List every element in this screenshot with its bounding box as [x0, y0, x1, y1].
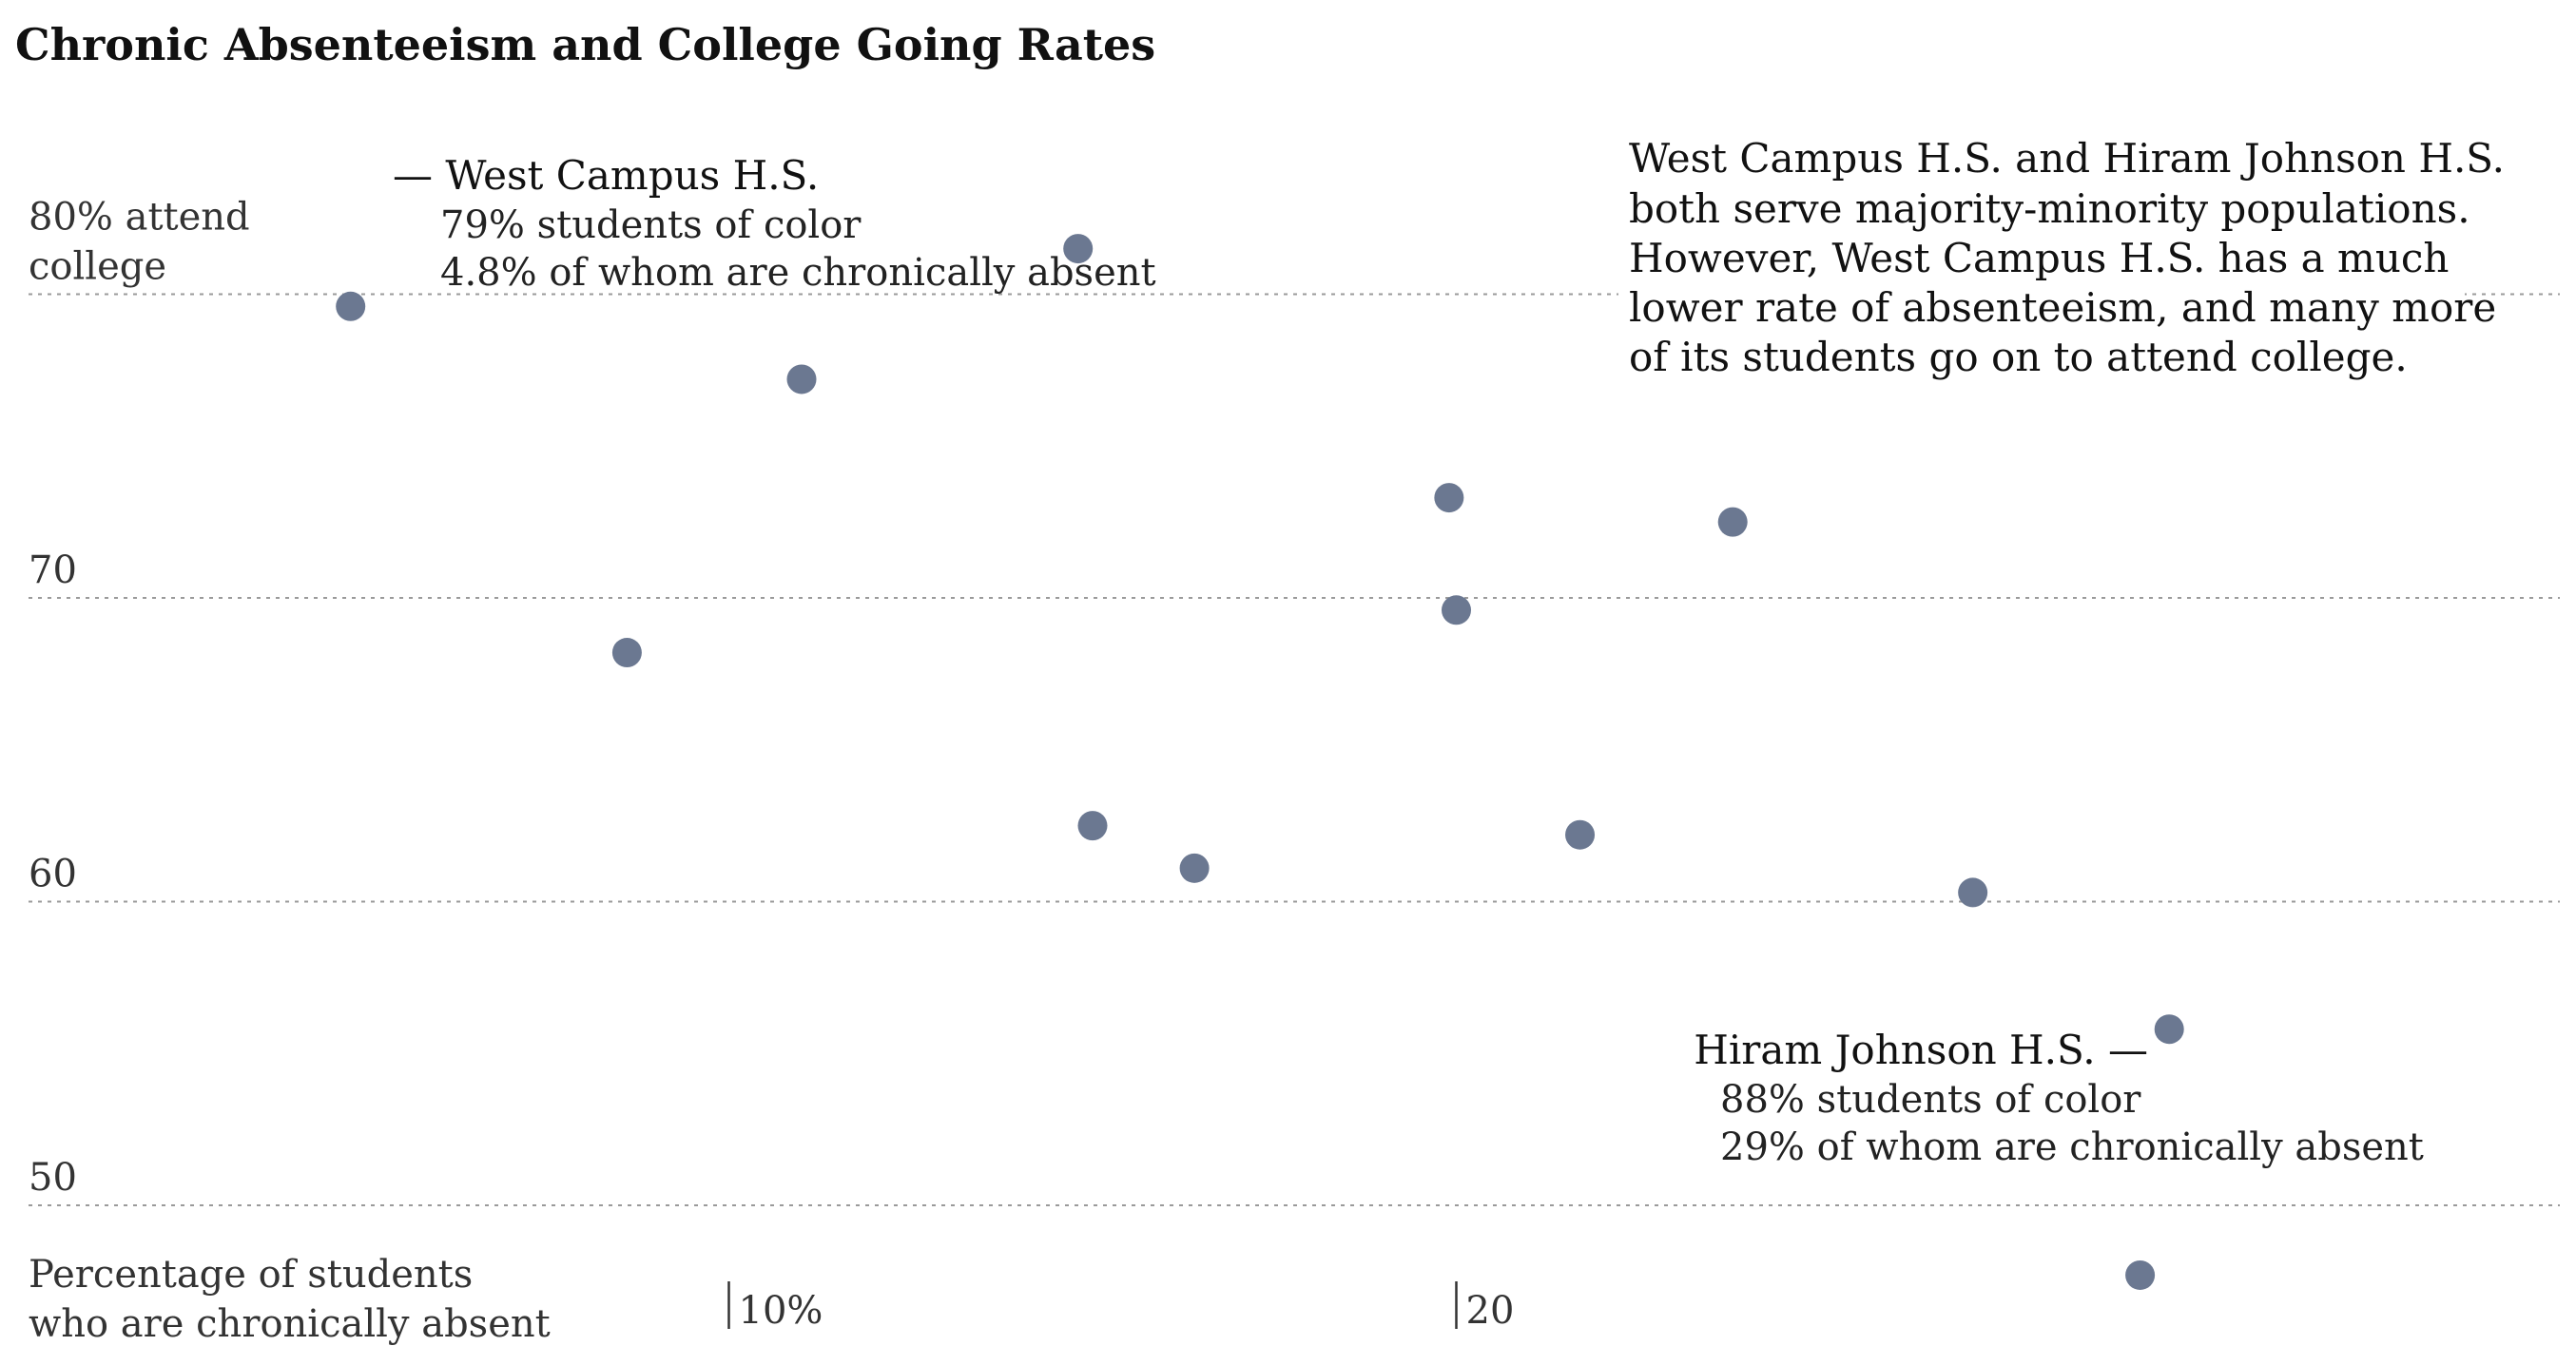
- note-line-5: of its students go on to attend college.: [1629, 334, 2408, 380]
- y-tick-label-60: 60: [29, 853, 77, 896]
- data-point-13: [2125, 1259, 2156, 1290]
- annotation-hiram-johnson: Hiram Johnson H.S. — 88% students of col…: [1694, 1027, 2424, 1169]
- x-axis-label-line-1: Percentage of students: [29, 1253, 473, 1297]
- data-point-7: [1434, 483, 1464, 513]
- x-axis-label: Percentage of students who are chronical…: [29, 1253, 551, 1346]
- note-line-2: both serve majority-minority populations…: [1629, 185, 2470, 232]
- x-tick-label-20: 20: [1466, 1289, 1515, 1333]
- data-point-5: [1077, 811, 1108, 841]
- data-point-9: [1565, 819, 1596, 850]
- annotation-west-campus-title: — West Campus H.S.: [393, 152, 819, 199]
- y-axis-tick-labels: 80% attend college 70 60 50: [29, 196, 250, 1201]
- annotation-west-campus-line-2: 4.8% of whom are chronically absent: [440, 251, 1156, 295]
- gridlines: [29, 293, 2560, 1206]
- data-point-6: [1179, 853, 1210, 883]
- point-hiram-highlight: [2154, 1014, 2184, 1045]
- annotation-west-campus-line-1: 79% students of color: [440, 203, 862, 247]
- x-axis-tick-labels: 10% 20: [727, 1281, 1515, 1333]
- data-points: [336, 234, 2184, 1290]
- data-point-2: [1063, 234, 1094, 264]
- annotation-west-campus: — West Campus H.S. 79% students of color…: [393, 152, 1156, 295]
- point-west-highlight: [336, 291, 366, 321]
- note-line-3: However, West Campus H.S. has a much: [1629, 235, 2449, 281]
- x-axis-label-line-2: who are chronically absent: [29, 1302, 551, 1346]
- explanatory-note: West Campus H.S. and Hiram Johnson H.S. …: [1629, 135, 2505, 380]
- x-tick-label-10: 10%: [739, 1289, 823, 1333]
- y-tick-label-50: 50: [29, 1156, 77, 1200]
- data-point-3: [786, 364, 817, 394]
- note-background: [1618, 124, 2465, 385]
- note-line-1: West Campus H.S. and Hiram Johnson H.S.: [1629, 135, 2505, 182]
- data-point-4: [611, 638, 642, 668]
- y-tick-label-80-line-1: 80% attend: [29, 196, 250, 240]
- chart-title: Chronic Absenteeism and College Going Ra…: [15, 19, 1155, 70]
- data-point-10: [1717, 507, 1748, 537]
- note-line-4: lower rate of absenteeism, and many more: [1629, 284, 2496, 331]
- annotation-hiram-johnson-title: Hiram Johnson H.S. —: [1694, 1027, 2148, 1073]
- data-point-8: [1442, 595, 1471, 625]
- annotation-hiram-johnson-line-1: 88% students of color: [1720, 1078, 2141, 1122]
- annotation-hiram-johnson-line-2: 29% of whom are chronically absent: [1720, 1125, 2424, 1169]
- y-tick-label-80-line-2: college: [29, 245, 166, 289]
- y-tick-label-70: 70: [29, 548, 77, 592]
- data-point-11: [1958, 877, 1988, 908]
